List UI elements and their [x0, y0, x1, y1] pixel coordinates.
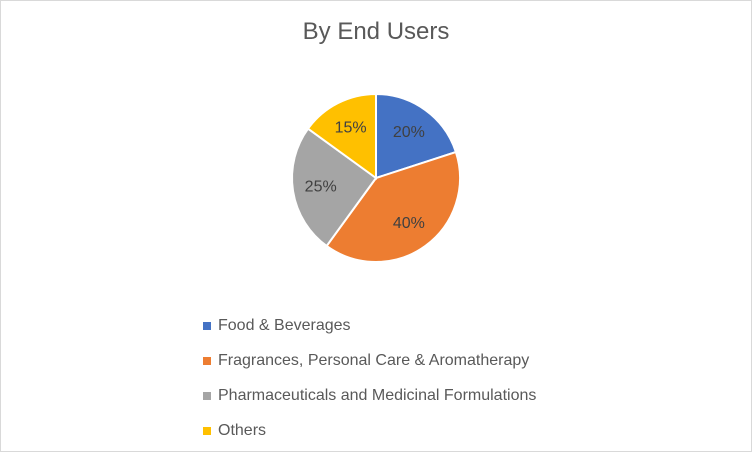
pie-slice-others [306, 92, 377, 180]
legend: Food & Beverages Fragrances, Personal Car… [203, 308, 536, 448]
pie-slice-food-beverages [375, 92, 458, 180]
data-label-pharmaceuticals-and-medicinal-formulations: 25% [305, 178, 337, 195]
pie-data-labels: 20% 40% 25% 15% [305, 120, 425, 232]
legend-item-others: Others [203, 413, 536, 448]
data-label-others: 15% [335, 120, 367, 137]
legend-label: Food & Beverages [218, 316, 351, 334]
pie-slices [291, 92, 461, 264]
pie-slice-fragrances-personal-care-aromatherapy [325, 150, 461, 264]
legend-swatch [203, 321, 211, 330]
legend-swatch [203, 426, 211, 435]
pie-slice-pharmaceuticals-and-medicinal-formulations [291, 127, 378, 248]
legend-item-pharmaceuticals-and-medicinal-formulations: Pharmaceuticals and Medicinal Formulatio… [203, 378, 536, 413]
legend-label: Fragrances, Personal Care & Aromatherapy [218, 351, 530, 369]
data-label-fragrances-personal-care-aromatherapy: 40% [393, 215, 425, 232]
legend-item-food-beverages: Food & Beverages [203, 308, 536, 343]
legend-swatch [203, 356, 211, 365]
legend-swatch [203, 391, 211, 400]
legend-item-fragrances-personal-care-aromatherapy: Fragrances, Personal Care & Aromatherapy [203, 343, 536, 378]
chart-title: By End Users [302, 18, 450, 45]
legend-label: Others [218, 421, 267, 439]
legend-label: Pharmaceuticals and Medicinal Formulatio… [218, 386, 537, 404]
data-label-food-beverages: 20% [393, 124, 425, 141]
